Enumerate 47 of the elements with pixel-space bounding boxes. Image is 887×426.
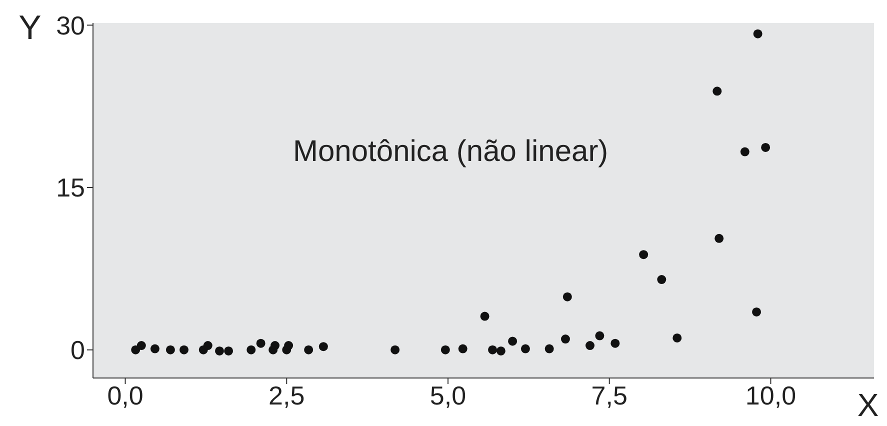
point xyxy=(544,344,554,354)
point xyxy=(508,336,518,346)
point xyxy=(586,341,594,350)
x-tick-label: 2,5 xyxy=(268,380,305,410)
point xyxy=(562,292,572,302)
point xyxy=(488,345,498,354)
point xyxy=(150,344,160,354)
point xyxy=(180,345,189,354)
point xyxy=(761,142,770,152)
point xyxy=(318,342,328,352)
x-tick-label: 7,5 xyxy=(591,380,628,410)
annotation: Monotônica (não linear) xyxy=(293,135,608,169)
point xyxy=(560,334,570,344)
point xyxy=(657,275,666,284)
y-tick-label: 30 xyxy=(56,10,85,40)
point xyxy=(672,333,682,342)
point xyxy=(304,345,314,354)
point xyxy=(496,346,506,356)
x-axis-title: X xyxy=(857,387,879,423)
point xyxy=(480,312,490,321)
point xyxy=(520,344,530,354)
point xyxy=(224,346,234,356)
point xyxy=(440,345,450,354)
point xyxy=(610,338,620,348)
point xyxy=(215,346,224,356)
point xyxy=(270,341,280,350)
point xyxy=(752,307,762,316)
y-axis-title: Y xyxy=(18,9,42,47)
x-tick-label: 0,0 xyxy=(107,380,144,410)
point xyxy=(166,345,175,354)
point xyxy=(595,331,604,340)
x-tick-label: 10,0 xyxy=(745,380,796,410)
point xyxy=(714,234,724,243)
point xyxy=(136,341,146,350)
y-tick-label: 0 xyxy=(70,335,85,366)
point xyxy=(712,86,722,96)
point xyxy=(390,345,400,354)
point xyxy=(284,341,294,350)
point xyxy=(740,147,750,156)
x-tick-label: 5,0 xyxy=(430,380,466,410)
point xyxy=(639,250,648,260)
y-tick-label: 15 xyxy=(56,172,85,203)
point xyxy=(256,338,266,348)
point xyxy=(246,345,256,354)
point xyxy=(753,29,762,38)
point xyxy=(203,341,212,350)
point xyxy=(458,344,468,354)
